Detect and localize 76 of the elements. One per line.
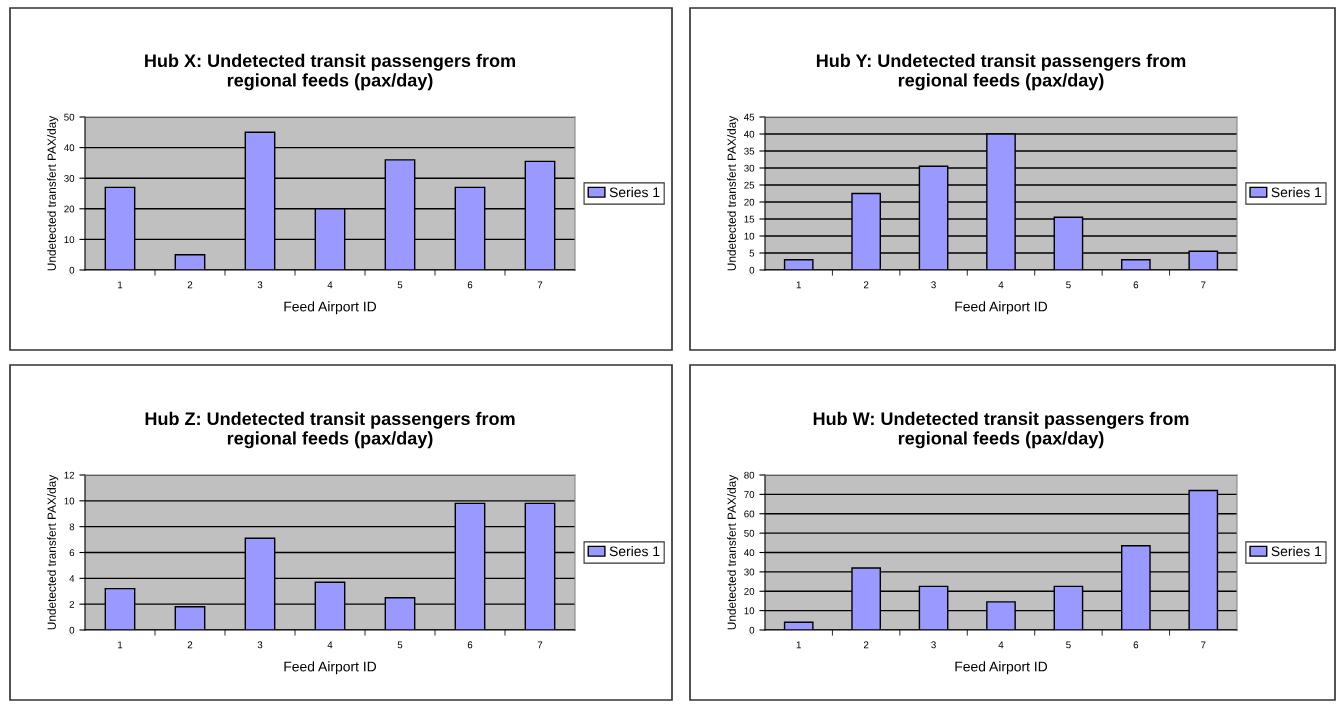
y-tick-label: 15 xyxy=(744,215,755,223)
chart-title: Hub W: Undetected transit passengers from regional feeds (pax/day) xyxy=(813,411,1189,449)
y-tick-label: 20 xyxy=(64,205,75,213)
y-tick-label: 25 xyxy=(744,181,755,189)
y-tick-label: 6 xyxy=(69,549,75,557)
x-tick-label: 1 xyxy=(796,641,801,649)
x-tick-label: 3 xyxy=(931,281,936,289)
x-tick-label: 7 xyxy=(537,641,543,649)
y-axis-title: Undetected transfert PAX/day xyxy=(47,115,59,271)
x-tick-label: 3 xyxy=(931,641,936,649)
y-tick-label: 0 xyxy=(749,626,755,634)
x-tick-label: 3 xyxy=(257,641,263,649)
x-axis-title: Feed Airport ID xyxy=(955,661,1048,675)
x-tick-label: 5 xyxy=(1066,641,1071,649)
y-tick-label: 45 xyxy=(743,113,755,121)
x-tick-label: 7 xyxy=(537,281,543,289)
x-tick-label: 4 xyxy=(998,281,1004,289)
y-tick-label: 20 xyxy=(744,198,755,206)
y-tick-label: 40 xyxy=(743,130,755,138)
y-tick-label: 60 xyxy=(744,510,755,518)
y-tick-label: 12 xyxy=(64,471,75,479)
legend-label: Series 1 xyxy=(609,187,660,198)
y-tick-label: 2 xyxy=(69,600,75,608)
y-tick-label: 0 xyxy=(69,626,75,634)
y-tick-label: 30 xyxy=(744,164,755,172)
legend-label: Series 1 xyxy=(1271,187,1322,198)
y-tick-label: 0 xyxy=(69,266,75,274)
x-tick-label: 7 xyxy=(1201,641,1206,649)
x-tick-label: 1 xyxy=(796,281,801,289)
x-tick-label: 6 xyxy=(1133,641,1139,649)
y-tick-label: 10 xyxy=(64,497,75,505)
y-axis-title: Undetected transfert PAX/day xyxy=(727,474,739,630)
y-tick-label: 70 xyxy=(744,491,755,498)
x-tick-label: 6 xyxy=(1133,281,1139,289)
x-tick-label: 2 xyxy=(863,641,869,649)
x-tick-label: 3 xyxy=(257,281,263,289)
x-tick-label: 1 xyxy=(118,641,123,649)
y-tick-label: 30 xyxy=(64,174,75,182)
chart-title: Hub Y: Undetected transit passengers from regional feeds (pax/day) xyxy=(816,53,1186,91)
legend-label: Series 1 xyxy=(609,546,660,557)
y-tick-label: 30 xyxy=(744,568,755,576)
x-tick-label: 1 xyxy=(118,281,123,289)
x-tick-label: 6 xyxy=(467,281,473,289)
x-axis-title: Feed Airport ID xyxy=(284,301,377,315)
x-tick-label: 4 xyxy=(998,641,1004,649)
y-tick-label: 35 xyxy=(744,147,755,155)
y-tick-label: 40 xyxy=(743,549,755,557)
x-tick-label: 2 xyxy=(187,281,193,289)
x-tick-label: 4 xyxy=(327,281,333,289)
y-tick-label: 20 xyxy=(744,587,755,595)
y-tick-label: 10 xyxy=(744,607,755,615)
y-tick-label: 10 xyxy=(64,236,75,244)
y-tick-label: 0 xyxy=(749,266,755,274)
x-tick-label: 2 xyxy=(863,281,869,289)
x-tick-label: 5 xyxy=(397,641,403,649)
y-tick-label: 80 xyxy=(744,471,755,479)
x-tick-label: 5 xyxy=(1066,281,1071,289)
chart-title: Hub X: Undetected transit passengers from regional feeds (pax/day) xyxy=(145,53,515,91)
x-tick-label: 5 xyxy=(397,281,403,289)
y-tick-label: 8 xyxy=(69,523,75,531)
x-tick-label: 6 xyxy=(467,641,473,649)
y-axis-title: Undetected transfert PAX/day xyxy=(727,115,739,271)
y-tick-label: 5 xyxy=(749,249,755,257)
chart-title: Hub Z: Undetected transit passengers from regional feeds (pax/day) xyxy=(145,411,515,449)
y-tick-label: 10 xyxy=(744,232,755,240)
y-axis-title: Undetected transfert PAX/day xyxy=(47,474,59,630)
y-tick-label: 50 xyxy=(744,529,755,537)
x-axis-title: Feed Airport ID xyxy=(284,661,377,675)
x-tick-label: 7 xyxy=(1201,281,1206,289)
x-axis-title: Feed Airport ID xyxy=(955,301,1048,315)
x-tick-label: 2 xyxy=(187,641,193,649)
legend-label: Series 1 xyxy=(1271,546,1322,557)
y-tick-label: 4 xyxy=(69,575,75,582)
y-tick-label: 40 xyxy=(63,144,75,152)
x-tick-label: 4 xyxy=(327,641,333,649)
y-tick-label: 50 xyxy=(64,113,75,121)
